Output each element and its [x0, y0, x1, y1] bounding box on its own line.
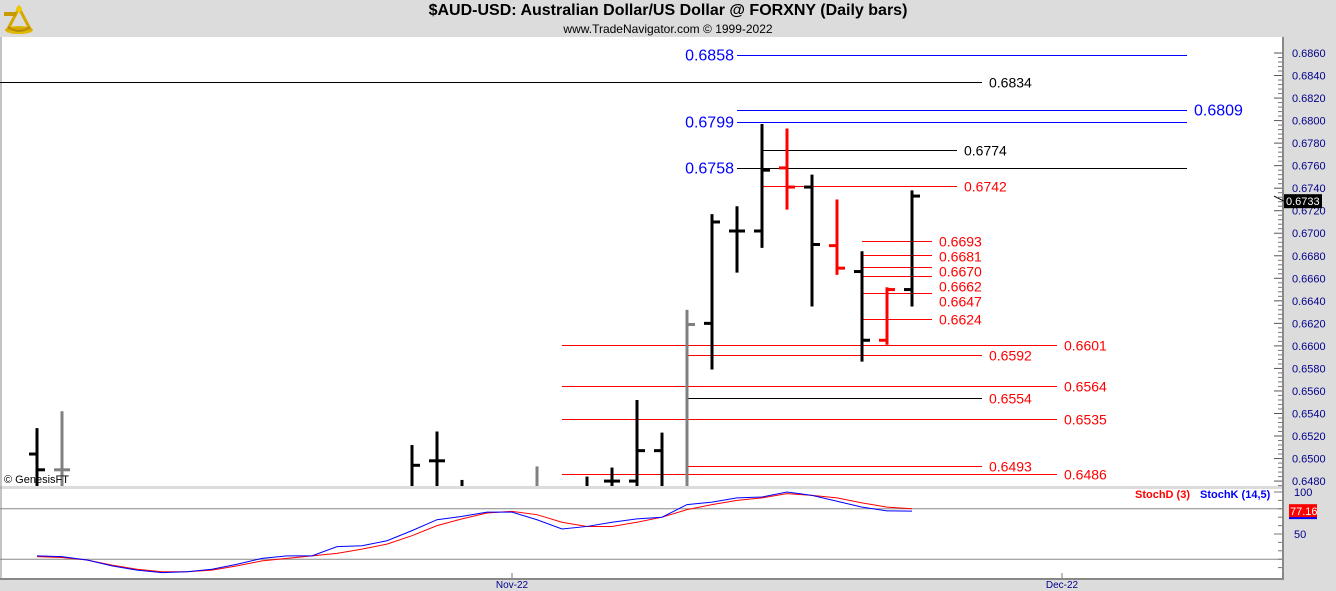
- copyright-text: © GenesisFT: [4, 474, 69, 486]
- level-label: 0.6592: [989, 348, 1032, 364]
- price-tick-label: 0.6480: [1292, 476, 1326, 488]
- level-label: 0.6662: [939, 279, 982, 295]
- level-label: 0.6554: [989, 391, 1032, 407]
- level-label: 0.6535: [1064, 412, 1107, 428]
- chart-title: $AUD-USD: Australian Dollar/US Dollar @ …: [428, 2, 908, 19]
- stoch-line-k: [36, 491, 913, 574]
- level-label: 0.6493: [989, 459, 1032, 475]
- price-tick-label: 0.6840: [1292, 71, 1326, 83]
- price-tick-label: 0.6560: [1292, 386, 1326, 398]
- price-tick-label: 0.6520: [1292, 431, 1326, 443]
- stoch-value-label: 77.16: [1290, 506, 1318, 518]
- price-panel: [0, 37, 1282, 486]
- level-label: 0.6681: [939, 249, 982, 265]
- price-bar-group: [410, 445, 420, 486]
- level-label: 0.6564: [1064, 379, 1107, 395]
- level-label: 0.6601: [1064, 338, 1107, 354]
- price-tick-label: 0.6720: [1292, 206, 1326, 218]
- price-tick-label: 0.6660: [1292, 273, 1326, 285]
- stoch-legend-d: StochD (3): [1135, 489, 1190, 501]
- price-tick-label: 0.6580: [1292, 363, 1326, 375]
- price-tick-label: 0.6680: [1292, 251, 1326, 263]
- price-tick-label: 0.6600: [1292, 341, 1326, 353]
- bottom-border: [0, 578, 1284, 580]
- sextant-logo-icon: [4, 4, 33, 34]
- price-bar-group: [629, 399, 645, 486]
- price-tick-label: 0.6700: [1292, 228, 1326, 240]
- price-tick-label: 0.6780: [1292, 138, 1326, 150]
- level-label: 0.6809: [1194, 103, 1243, 120]
- price-bar-group: [729, 206, 745, 273]
- price-bar-group: [779, 128, 795, 210]
- level-label: 0.6758: [685, 161, 734, 178]
- price-tick-label: 0.6740: [1292, 183, 1326, 195]
- price-bar-group: [754, 123, 770, 248]
- last-price-box: [1284, 194, 1322, 209]
- level-label: 0.6834: [989, 75, 1032, 91]
- last-price-pointer: [1273, 195, 1285, 202]
- price-bar-group: [854, 251, 870, 362]
- level-label: 0.6799: [685, 115, 734, 132]
- chart-subtitle: www.TradeNavigator.com © 1999-2022: [563, 22, 773, 36]
- price-tick-label: 0.6540: [1292, 408, 1326, 420]
- price-bar-group: [704, 214, 720, 370]
- chart-header: $AUD-USD: Australian Dollar/US Dollar @ …: [0, 0, 1336, 37]
- price-tick-label: 0.6500: [1292, 454, 1326, 466]
- price-tick-label: 0.6620: [1292, 318, 1326, 330]
- price-bar-group: [604, 467, 620, 486]
- price-bar-group: [54, 411, 70, 486]
- price-tick-label: 0.6860: [1292, 48, 1326, 60]
- price-bar-group: [29, 428, 45, 486]
- stoch-tick-label: 50: [1294, 529, 1306, 541]
- price-bar-group: [879, 287, 895, 345]
- stoch-legend-k: StochK (14,5): [1200, 489, 1271, 501]
- stochastic-panel: [0, 489, 1282, 578]
- level-label: 0.6858: [685, 48, 734, 65]
- price-bar-group: [654, 432, 664, 486]
- level-label: 0.6624: [939, 312, 982, 328]
- stoch-tick-label: 100: [1294, 487, 1312, 499]
- price-bar-group: [829, 199, 845, 275]
- last-price-label: 0.6733: [1286, 196, 1320, 208]
- price-bar-group: [804, 174, 820, 307]
- price-bar-group: [685, 309, 695, 486]
- level-label: 0.6742: [964, 179, 1007, 195]
- axis-border: [1282, 37, 1284, 580]
- price-tick-label: 0.6800: [1292, 116, 1326, 128]
- level-label: 0.6670: [939, 264, 982, 280]
- price-tick-label: 0.6760: [1292, 161, 1326, 173]
- price-bar-group: [904, 190, 920, 307]
- level-label: 0.6774: [964, 143, 1007, 159]
- price-tick-label: 0.6820: [1292, 93, 1326, 105]
- level-label: 0.6647: [939, 294, 982, 310]
- level-label: 0.6486: [1064, 467, 1107, 483]
- x-tick-label: Nov-22: [496, 580, 529, 591]
- stoch-value-box: [1289, 504, 1317, 519]
- price-bar-group: [429, 431, 445, 486]
- price-tick-label: 0.6640: [1292, 296, 1326, 308]
- level-label: 0.6693: [939, 234, 982, 250]
- x-tick-label: Dec-22: [1046, 580, 1079, 591]
